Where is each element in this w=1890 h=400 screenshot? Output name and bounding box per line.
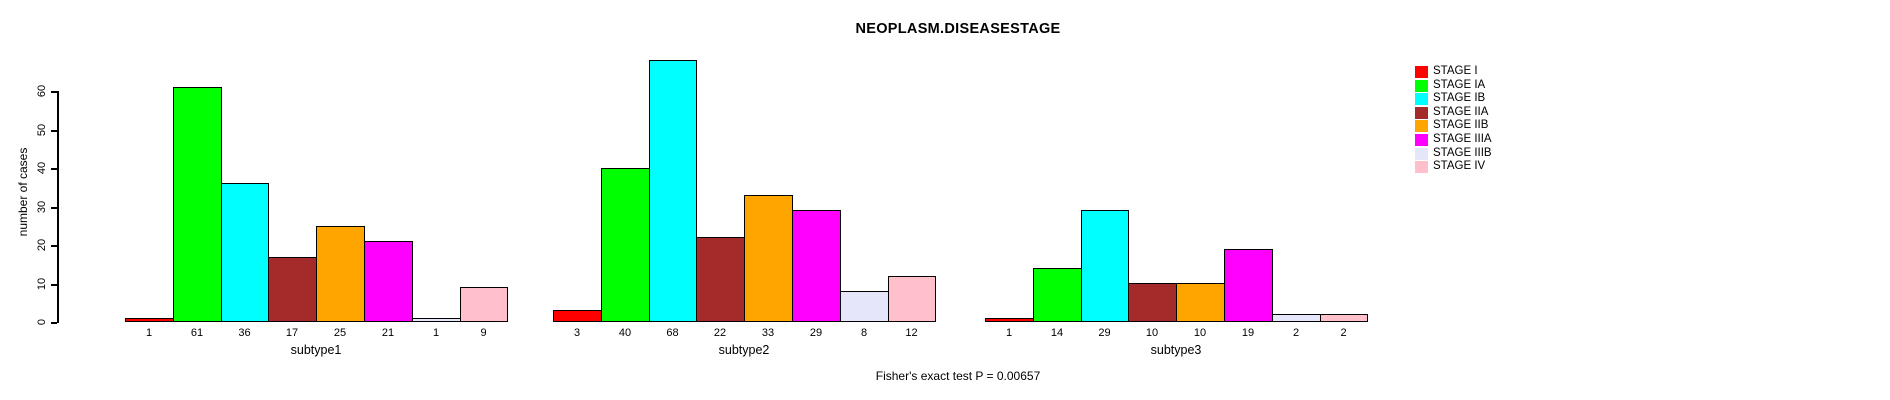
bar-subtype1-stage-ib: [221, 183, 269, 322]
bar-value-label: 2: [1292, 327, 1300, 339]
legend-item-stage-iiia: STAGE IIIA: [1415, 133, 1575, 147]
legend-item-stage-ia: STAGE IA: [1415, 78, 1575, 93]
legend-item-label: STAGE IIIA: [1433, 133, 1492, 145]
bar-subtype2-stage-iib: [744, 195, 793, 322]
bar-subtype1-stage-ia: [173, 87, 222, 322]
legend-swatch-icon: [1415, 93, 1428, 106]
bar-subtype1-stage-iv: [460, 287, 508, 322]
bar-value-label: 29: [1098, 327, 1111, 339]
bar-subtype3-stage-i: [985, 318, 1034, 322]
legend-item-label: STAGE IIB: [1433, 119, 1489, 132]
legend-swatch-icon: [1415, 106, 1428, 119]
bar-value-label: 22: [713, 327, 727, 339]
x-category-label-subtype2: subtype2: [718, 343, 770, 357]
y-axis-tick: [51, 91, 57, 93]
bar-value-label: 17: [285, 327, 299, 339]
chart-title: NEOPLASM.DISEASESTAGE: [855, 21, 1061, 37]
legend-item-stage-iv: STAGE IV: [1415, 160, 1575, 174]
bar-subtype3-stage-ib: [1081, 210, 1129, 322]
y-axis-tick-label: 30: [36, 200, 48, 214]
bar-subtype1-stage-iib: [316, 226, 365, 322]
bar-value-label: 8: [860, 327, 868, 339]
y-axis-tick-label: 0: [36, 318, 48, 326]
bar-value-label: 19: [1241, 327, 1255, 339]
y-axis-tick: [51, 322, 57, 324]
legend-item-label: STAGE IA: [1433, 78, 1486, 91]
bar-subtype2-stage-iiia: [792, 210, 841, 322]
bar-subtype3-stage-iiia: [1224, 249, 1273, 322]
legend-swatch-icon: [1415, 147, 1428, 160]
legend-item-label: STAGE IIIB: [1433, 146, 1492, 159]
bar-value-label: 1: [432, 327, 440, 339]
legend-item-label: STAGE I: [1433, 65, 1478, 77]
legend-item-stage-iiib: STAGE IIIB: [1415, 146, 1575, 161]
bar-value-label: 36: [238, 327, 251, 339]
bar-value-label: 21: [381, 327, 395, 339]
bar-subtype2-stage-iiib: [840, 291, 889, 322]
bar-subtype2-stage-ib: [649, 60, 697, 322]
bar-value-label: 68: [666, 327, 679, 339]
legend: STAGE I STAGE IA STAGE IB STAGE IIA STAGE II…: [1415, 65, 1575, 196]
bar-value-label: 10: [1145, 327, 1159, 339]
y-axis-label: number of cases: [16, 147, 30, 237]
bar-subtype1-stage-iiib: [412, 318, 461, 322]
legend-item-label: STAGE IB: [1433, 92, 1486, 105]
bar-subtype3-stage-ia: [1033, 268, 1082, 322]
bar-subtype2-stage-iv: [888, 276, 936, 322]
legend-swatch-icon: [1415, 66, 1428, 78]
y-axis-tick: [51, 130, 57, 132]
y-axis-tick-label: 50: [36, 123, 48, 137]
bar-subtype3-stage-iv: [1320, 314, 1368, 322]
legend-item-stage-ib: STAGE IB: [1415, 92, 1575, 106]
bar-subtype1-stage-iiia: [364, 241, 413, 322]
y-axis-line: [57, 91, 59, 323]
legend-swatch-icon: [1415, 79, 1428, 92]
y-axis-tick-label: 40: [36, 161, 48, 175]
x-category-label-subtype1: subtype1: [290, 343, 342, 357]
bar-value-label: 33: [761, 327, 775, 339]
bar-subtype1-stage-iia: [268, 257, 317, 322]
bar-value-label: 14: [1050, 327, 1064, 339]
y-axis-tick: [51, 245, 57, 247]
bar-subtype3-stage-iiib: [1272, 314, 1321, 322]
bar-value-label: 9: [480, 327, 487, 339]
bar-subtype2-stage-ia: [601, 168, 650, 322]
bar-value-label: 29: [809, 327, 823, 339]
y-axis-tick-label: 60: [36, 84, 48, 98]
y-axis-tick: [51, 168, 57, 170]
bar-subtype2-stage-i: [553, 310, 602, 322]
legend-item-stage-iib: STAGE IIB: [1415, 119, 1575, 133]
x-category-label-subtype3: subtype3: [1150, 343, 1202, 357]
bar-subtype3-stage-iib: [1176, 283, 1225, 322]
legend-swatch-icon: [1415, 161, 1428, 174]
bar-subtype3-stage-iia: [1128, 283, 1177, 322]
legend-item-stage-iia: STAGE IIA: [1415, 105, 1575, 120]
bar-value-label: 3: [573, 327, 581, 339]
bar-value-label: 1: [145, 327, 153, 339]
y-axis-tick-label: 20: [36, 238, 48, 252]
legend-item-label: STAGE IV: [1433, 160, 1486, 173]
bar-subtype2-stage-iia: [696, 237, 745, 322]
y-axis-tick-label: 10: [36, 277, 48, 291]
bar-value-label: 1: [1005, 327, 1013, 339]
fisher-exact-test-caption: Fisher's exact test P = 0.00657: [875, 369, 1041, 383]
legend-item-stage-i: STAGE I: [1415, 65, 1575, 79]
bar-value-label: 2: [1340, 327, 1347, 339]
bar-value-label: 10: [1193, 327, 1207, 339]
bar-value-label: 61: [190, 327, 204, 339]
y-axis-tick: [51, 207, 57, 209]
bar-subtype1-stage-i: [125, 318, 174, 322]
y-axis-tick: [51, 284, 57, 286]
bar-value-label: 40: [618, 327, 632, 339]
legend-item-label: STAGE IIA: [1433, 105, 1489, 118]
bar-value-label: 25: [333, 327, 347, 339]
legend-swatch-icon: [1415, 120, 1428, 133]
bar-value-label: 12: [905, 327, 918, 339]
legend-swatch-icon: [1415, 134, 1428, 146]
